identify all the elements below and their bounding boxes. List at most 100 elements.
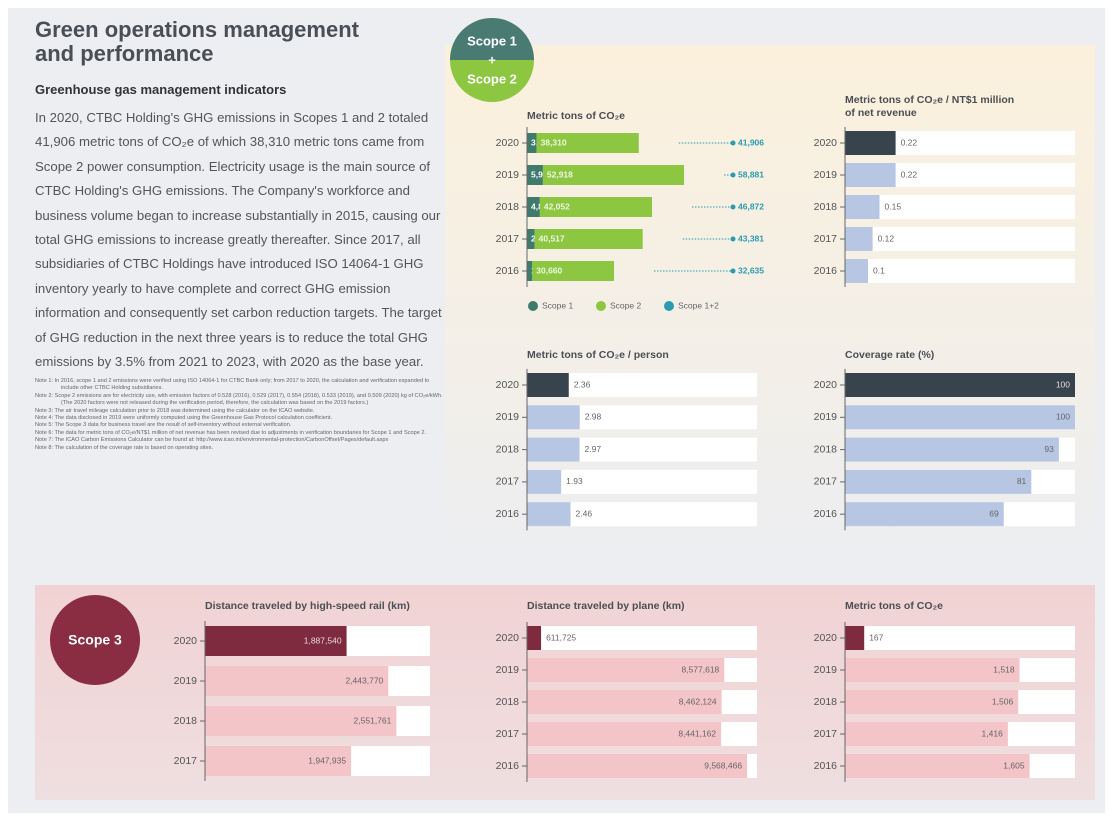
bar bbox=[527, 658, 725, 682]
badge-top bbox=[450, 18, 534, 60]
bar bbox=[527, 437, 580, 462]
category-label: 2019 bbox=[496, 169, 520, 181]
category-label: 2020 bbox=[814, 379, 838, 391]
category-label: 2020 bbox=[496, 632, 520, 644]
value-label: 69 bbox=[989, 508, 999, 518]
category-label: 2017 bbox=[814, 233, 838, 245]
bar-track bbox=[527, 626, 757, 650]
bar-segment bbox=[536, 133, 639, 153]
category-label: 2017 bbox=[496, 476, 520, 488]
value-label: 1,416 bbox=[982, 728, 1004, 738]
category-label: 2018 bbox=[814, 696, 838, 708]
bar bbox=[527, 626, 542, 650]
bar bbox=[845, 227, 873, 251]
category-label: 2016 bbox=[814, 265, 838, 277]
bar bbox=[845, 195, 880, 219]
page-title: Green operations management and performa… bbox=[35, 17, 359, 66]
legend-swatch bbox=[664, 301, 674, 311]
value-label: 81 bbox=[1017, 476, 1027, 486]
section-subtitle: Greenhouse gas management indicators bbox=[35, 82, 287, 97]
chart-title: Metric tons of CO₂e / person bbox=[527, 349, 669, 361]
category-label: 2017 bbox=[814, 476, 838, 488]
category-label: 2019 bbox=[814, 664, 838, 676]
category-label: 2016 bbox=[814, 508, 838, 520]
value-label: 0.22 bbox=[901, 137, 918, 147]
note: Note 3: The air travel mileage calculati… bbox=[35, 407, 315, 414]
legend-label: Scope 2 bbox=[610, 300, 641, 310]
note: Note 5: The Scope 3 data for business tr… bbox=[35, 422, 292, 429]
value-label: 100 bbox=[1056, 412, 1070, 422]
chart-title: Distance traveled by high-speed rail (km… bbox=[205, 600, 410, 612]
category-label: 2017 bbox=[174, 755, 198, 767]
value-label: 38,310 bbox=[541, 137, 567, 147]
bar bbox=[527, 690, 722, 714]
bar bbox=[845, 754, 1030, 778]
category-label: 2020 bbox=[174, 635, 198, 647]
badge-label: Scope 1 bbox=[467, 33, 517, 48]
bar bbox=[527, 373, 569, 397]
value-label: 1,506 bbox=[992, 696, 1014, 706]
bar bbox=[205, 626, 347, 656]
category-label: 2016 bbox=[496, 508, 520, 520]
category-label: 2019 bbox=[814, 411, 838, 423]
badge-label: Scope 2 bbox=[467, 71, 517, 86]
badge-plus: + bbox=[488, 52, 496, 67]
bar bbox=[527, 502, 571, 527]
category-label: 2019 bbox=[174, 675, 198, 687]
category-label: 2017 bbox=[496, 233, 520, 245]
value-label: 100 bbox=[1056, 379, 1070, 389]
chart-title: Coverage rate (%) bbox=[845, 349, 935, 361]
body-text: In 2020, CTBC Holding's GHG emissions in… bbox=[35, 110, 442, 370]
bar bbox=[845, 658, 1020, 682]
bar-segment bbox=[527, 133, 537, 153]
legend-swatch bbox=[528, 301, 538, 311]
bar-track bbox=[845, 259, 1075, 283]
bar bbox=[845, 722, 1008, 746]
total-dot bbox=[730, 268, 736, 274]
category-label: 2016 bbox=[496, 760, 520, 772]
category-label: 2020 bbox=[814, 137, 838, 149]
note: Note 7: The ICAO Carbon Emissions Calcul… bbox=[35, 437, 389, 444]
chart-title: Metric tons of CO₂e bbox=[845, 600, 944, 612]
note: Note 4: The data disclosed in 2019 were … bbox=[35, 415, 333, 422]
bar bbox=[845, 502, 1004, 527]
bar bbox=[527, 754, 748, 778]
value-label: 2.98 bbox=[585, 412, 602, 422]
chart-title: Distance traveled by plane (km) bbox=[527, 600, 685, 612]
bar-track bbox=[845, 626, 1075, 650]
bar bbox=[527, 469, 562, 494]
value-label: 8,462,124 bbox=[679, 696, 717, 706]
bar-track bbox=[845, 227, 1075, 251]
value-label: 40,517 bbox=[539, 233, 565, 243]
bar bbox=[205, 746, 352, 776]
bar bbox=[845, 437, 1059, 462]
bar bbox=[527, 405, 580, 430]
legend-label: Scope 1+2 bbox=[678, 300, 719, 310]
bar-track bbox=[527, 469, 757, 494]
bar bbox=[845, 373, 1075, 397]
category-label: 2018 bbox=[174, 715, 198, 727]
bar bbox=[845, 405, 1075, 430]
value-label: 42,052 bbox=[544, 201, 570, 211]
value-label: 8,441,162 bbox=[678, 728, 716, 738]
value-label: 1,887,540 bbox=[304, 635, 342, 645]
legend-label: Scope 1 bbox=[542, 300, 573, 310]
category-label: 2019 bbox=[496, 411, 520, 423]
note: Note 1: In 2016, scope 1 and 2 emissions… bbox=[35, 378, 430, 392]
note: Note 6: The data for metric tons of CO₂e… bbox=[35, 429, 427, 436]
category-label: 2018 bbox=[814, 201, 838, 213]
bar-segment bbox=[527, 229, 535, 249]
total-label: 41,906 bbox=[738, 137, 764, 147]
total-label: 46,872 bbox=[738, 201, 764, 211]
bar-track bbox=[845, 195, 1075, 219]
value-label: 93 bbox=[1044, 444, 1054, 454]
category-label: 2019 bbox=[496, 664, 520, 676]
badge-circle bbox=[50, 595, 140, 685]
bar bbox=[845, 469, 1032, 494]
value-label: 30,660 bbox=[536, 265, 562, 275]
value-label: 0.22 bbox=[901, 169, 918, 179]
value-label: 0.1 bbox=[873, 265, 885, 275]
bar-segment bbox=[527, 261, 533, 281]
bar bbox=[205, 706, 397, 736]
